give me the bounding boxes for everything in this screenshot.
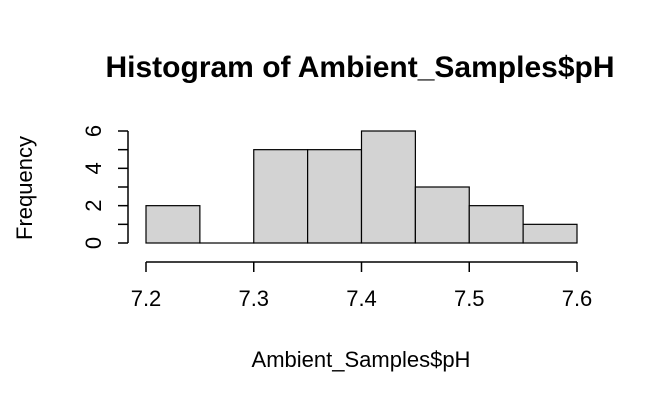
x-tick-label-3: 7.4 [346,286,377,311]
bars-layer [145,130,578,244]
histogram-bar-1 [145,205,201,244]
y-tick-label-2: 2 [81,200,106,212]
histogram-bar-3 [253,149,309,244]
x-tick-label-1: 7.2 [131,286,162,311]
histogram-bar-8 [522,223,578,244]
y-tick-label-4: 6 [81,125,106,137]
histogram-bar-5 [360,130,416,244]
y-tick-label-3: 4 [81,162,106,174]
y-axis-label: Frequency [12,136,37,240]
histogram-bar-6 [414,186,470,244]
x-axis-label: Ambient_Samples$pH [252,347,471,372]
histogram-bar-7 [468,205,524,244]
chart-title: Histogram of Ambient_Samples$pH [106,51,615,84]
axes-layer: 7.2 7.3 7.4 7.5 7.6 0 2 4 6 [81,125,592,311]
x-tick-label-5: 7.6 [562,286,593,311]
x-tick-label-4: 7.5 [454,286,485,311]
x-tick-label-2: 7.3 [238,286,269,311]
histogram-bar-4 [307,149,363,244]
y-tick-label-1: 0 [81,237,106,249]
